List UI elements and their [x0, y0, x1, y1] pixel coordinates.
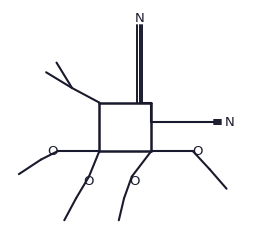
- Text: N: N: [135, 12, 144, 25]
- Text: N: N: [224, 115, 234, 129]
- Text: O: O: [193, 145, 203, 158]
- Text: O: O: [129, 175, 140, 188]
- Text: O: O: [84, 175, 94, 188]
- Text: O: O: [47, 145, 58, 158]
